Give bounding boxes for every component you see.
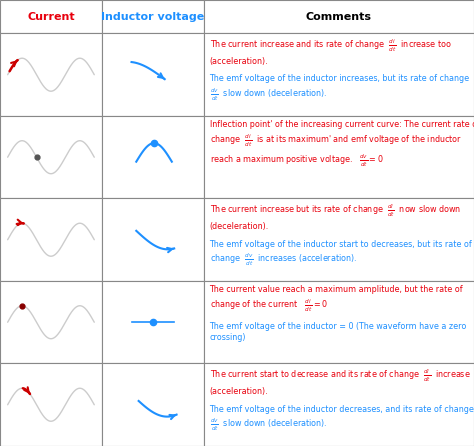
Bar bbox=[0, 116, 102, 198]
Text: Inflection point' of the increasing current curve: The current rate of
change  $: Inflection point' of the increasing curr… bbox=[210, 120, 474, 169]
Bar bbox=[204, 116, 474, 198]
Bar bbox=[204, 0, 474, 33]
Bar bbox=[0, 0, 102, 33]
Bar bbox=[102, 363, 204, 446]
Bar bbox=[0, 363, 102, 446]
Text: The emf voltage of the inductor decreases, and its rate of change
$\frac{dv}{dt}: The emf voltage of the inductor decrease… bbox=[210, 405, 474, 434]
Text: The current value reach a maximum amplitude, but the rate of
change of the curre: The current value reach a maximum amplit… bbox=[210, 285, 463, 314]
Text: The emf voltage of the inductor = 0 (The waveform have a zero
crossing): The emf voltage of the inductor = 0 (The… bbox=[210, 322, 467, 343]
Bar bbox=[204, 198, 474, 281]
Bar bbox=[102, 33, 204, 116]
Bar bbox=[0, 198, 102, 281]
Bar bbox=[102, 198, 204, 281]
Text: Inductor voltage: Inductor voltage bbox=[101, 12, 204, 22]
Text: The emf voltage of the inductor start to decreases, but its rate of
change  $\fr: The emf voltage of the inductor start to… bbox=[210, 240, 472, 268]
Text: The emf voltage of the inductor increases, but its rate of change
$\frac{dv}{dt}: The emf voltage of the inductor increase… bbox=[210, 74, 470, 103]
Bar bbox=[0, 281, 102, 363]
Text: The current start to decrease and its rate of change  $\frac{di}{dt}$  increase
: The current start to decrease and its ra… bbox=[210, 368, 470, 396]
Bar bbox=[204, 281, 474, 363]
Text: Comments: Comments bbox=[306, 12, 372, 22]
Bar bbox=[204, 363, 474, 446]
Text: The current increase but its rate of change  $\frac{di}{dt}$  now slow down
(dec: The current increase but its rate of cha… bbox=[210, 203, 461, 231]
Text: The current increase and its rate of change  $\frac{di}{dt}$  increase too
(acce: The current increase and its rate of cha… bbox=[210, 38, 451, 66]
Bar bbox=[204, 33, 474, 116]
Bar bbox=[102, 0, 204, 33]
Bar bbox=[102, 116, 204, 198]
Bar bbox=[0, 33, 102, 116]
Bar bbox=[102, 281, 204, 363]
Text: Current: Current bbox=[27, 12, 75, 22]
